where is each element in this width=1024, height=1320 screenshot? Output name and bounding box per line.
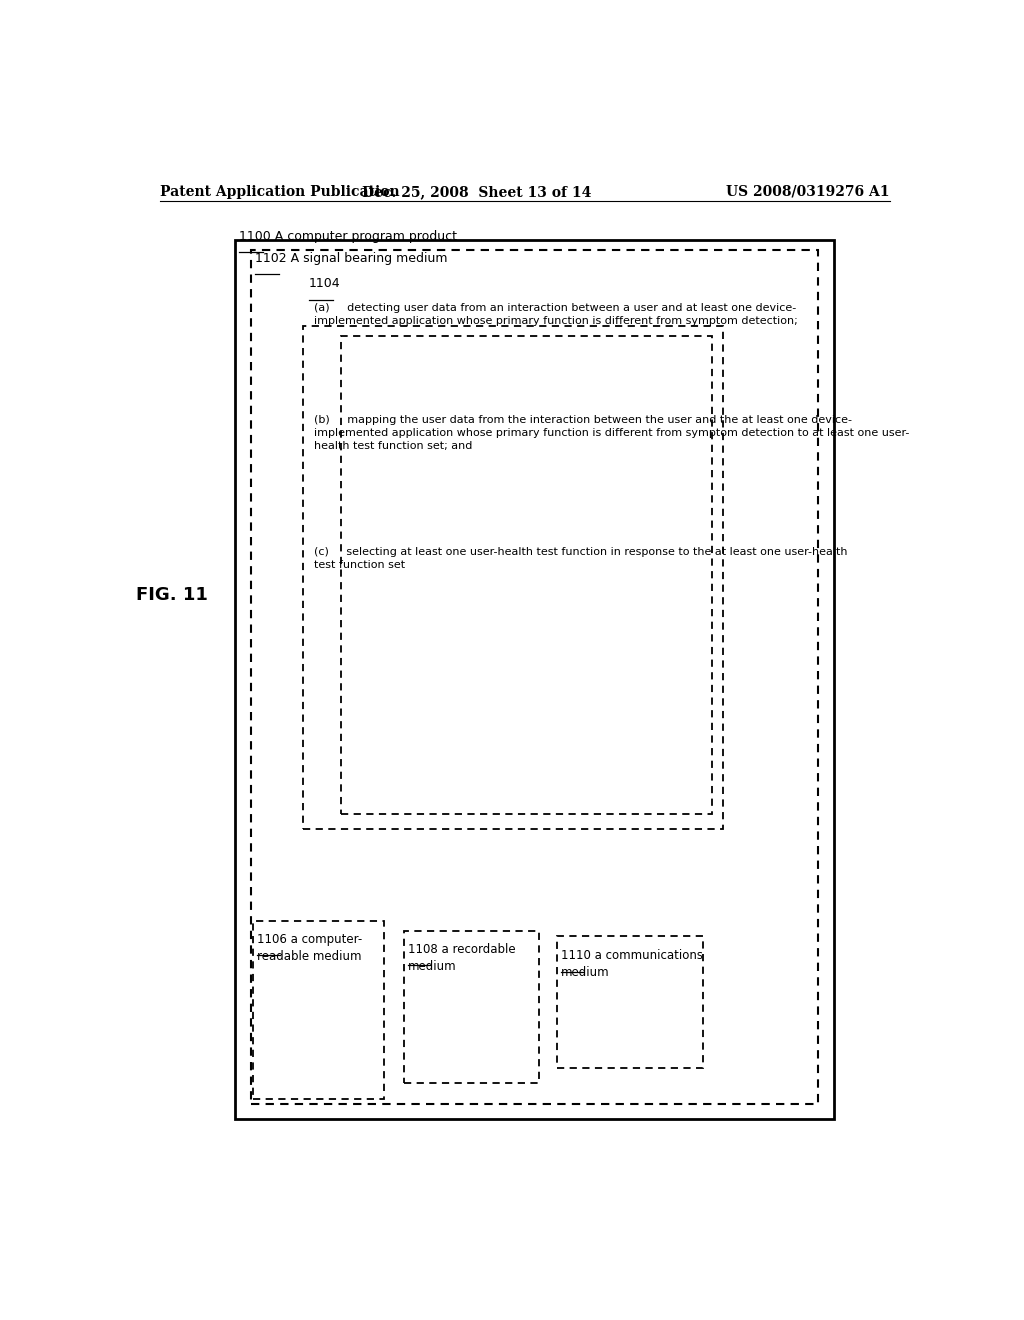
Bar xyxy=(236,240,835,1119)
Bar xyxy=(341,337,712,814)
Bar xyxy=(303,326,723,829)
Bar xyxy=(557,936,703,1068)
Bar xyxy=(251,249,818,1104)
Bar xyxy=(253,921,384,1098)
Text: 1108 a recordable
medium: 1108 a recordable medium xyxy=(409,942,516,973)
Text: Dec. 25, 2008  Sheet 13 of 14: Dec. 25, 2008 Sheet 13 of 14 xyxy=(362,185,592,199)
Text: (a)     detecting user data from an interaction between a user and at least one : (a) detecting user data from an interact… xyxy=(314,302,799,326)
Text: Patent Application Publication: Patent Application Publication xyxy=(160,185,399,199)
Text: 1104: 1104 xyxy=(309,277,341,290)
Text: (c)     selecting at least one user-health test function in response to the at l: (c) selecting at least one user-health t… xyxy=(314,546,848,570)
Text: (b)     mapping the user data from the interaction between the user and the at l: (b) mapping the user data from the inter… xyxy=(314,414,910,451)
Text: 1100 A computer program product: 1100 A computer program product xyxy=(240,230,457,243)
Text: US 2008/0319276 A1: US 2008/0319276 A1 xyxy=(726,185,890,199)
Text: 1102 A signal bearing medium: 1102 A signal bearing medium xyxy=(255,252,447,265)
Bar xyxy=(404,931,539,1084)
Text: 1110 a communications
medium: 1110 a communications medium xyxy=(560,949,702,979)
Text: 1106 a computer-
readable medium: 1106 a computer- readable medium xyxy=(257,933,362,962)
Text: FIG. 11: FIG. 11 xyxy=(136,586,208,605)
